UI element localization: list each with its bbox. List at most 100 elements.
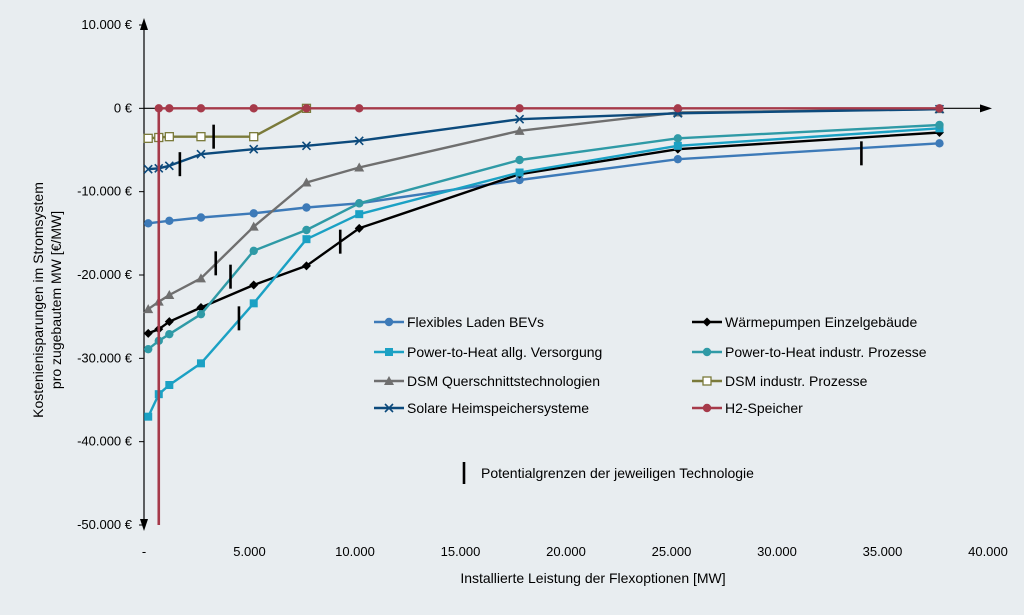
- x-tick-label: 15.000: [441, 544, 481, 559]
- legend-item: DSM industr. Prozesse: [692, 373, 868, 389]
- series-1: [143, 128, 944, 338]
- data-point: [515, 104, 524, 113]
- legend-marker: [702, 403, 712, 413]
- data-point: [196, 309, 206, 319]
- y-axis-title-line1: Kostenienisparungen im Stromsystem: [30, 182, 46, 418]
- legend-marker: [702, 376, 712, 386]
- legend-label: Power-to-Heat industr. Prozesse: [725, 344, 927, 360]
- data-point: [302, 225, 311, 235]
- data-point: [302, 203, 311, 212]
- x-tick-label: 25.000: [652, 544, 692, 559]
- legend-label: H2-Speicher: [725, 400, 803, 416]
- data-point: [144, 412, 153, 421]
- series-line: [148, 142, 940, 225]
- data-point: [143, 133, 153, 143]
- legend-item: Solare Heimspeichersysteme: [374, 400, 589, 416]
- data-point: [143, 164, 153, 174]
- data-point: [673, 154, 683, 164]
- legend-marker: [702, 347, 712, 357]
- legend-marker: [384, 317, 394, 327]
- x-tick-label: 35.000: [863, 544, 903, 559]
- legend-marker: [384, 403, 394, 413]
- x-tick-label: -: [142, 544, 146, 559]
- series-layer: [143, 103, 945, 525]
- legend-label: DSM Querschnittstechnologien: [407, 373, 600, 389]
- legend-label: Power-to-Heat allg. Versorgung: [407, 344, 602, 360]
- data-point: [355, 210, 364, 219]
- legend-potential-note: Potentialgrenzen der jeweiligen Technolo…: [462, 462, 754, 484]
- data-point: [249, 209, 258, 218]
- data-point: [164, 290, 175, 299]
- data-point: [165, 381, 174, 389]
- y-tick-label: 0 €: [114, 100, 133, 115]
- potential-limits-layer: [178, 124, 863, 331]
- legend-label: Wärmepumpen Einzelgebäude: [725, 314, 917, 330]
- data-point: [196, 104, 206, 113]
- data-point: [195, 273, 206, 283]
- legend-item: Flexibles Laden BEVs: [374, 314, 544, 330]
- data-point: [302, 235, 311, 244]
- legend-marker: [384, 376, 394, 385]
- legend-item: Wärmepumpen Einzelgebäude: [692, 314, 917, 330]
- data-point: [196, 213, 206, 222]
- series-3: [144, 120, 944, 354]
- series-line: [147, 127, 940, 418]
- y-axis-arrow-up: [140, 18, 148, 30]
- series-line: [147, 108, 940, 311]
- data-point: [248, 221, 259, 231]
- data-point: [354, 223, 364, 233]
- x-axis-arrow: [980, 104, 992, 113]
- data-point: [249, 104, 258, 113]
- data-point: [143, 304, 154, 314]
- y-axis-title-line2: pro zugebautem MW [€/MW]: [48, 211, 64, 389]
- axes-layer: 10.000 €0 €-10.000 €-20.000 €-30.000 €-4…: [77, 17, 1008, 559]
- series-7: [154, 104, 944, 113]
- data-point: [144, 344, 153, 354]
- y-tick-label: -50.000 €: [77, 517, 133, 532]
- data-point: [514, 125, 525, 135]
- data-point: [935, 120, 944, 130]
- data-point: [196, 149, 206, 159]
- data-point: [673, 134, 683, 143]
- x-tick-label: 40.000: [968, 544, 1008, 559]
- data-point: [196, 359, 205, 368]
- data-point: [515, 168, 524, 177]
- legend-item: H2-Speicher: [692, 400, 803, 416]
- y-tick-label: -10.000 €: [77, 184, 133, 199]
- data-point: [355, 199, 364, 208]
- data-point: [673, 141, 682, 150]
- data-point: [164, 161, 174, 171]
- x-tick-label: 30.000: [757, 544, 797, 559]
- legend-potential-text: Potentialgrenzen der jeweiligen Technolo…: [481, 465, 754, 481]
- data-point: [249, 299, 258, 308]
- data-point: [673, 104, 683, 113]
- legend-label: DSM industr. Prozesse: [725, 373, 868, 389]
- data-point: [196, 132, 206, 142]
- data-point: [515, 175, 524, 185]
- legend-item: Power-to-Heat industr. Prozesse: [692, 344, 927, 360]
- x-axis-title: Installierte Leistung der Flexoptionen […: [460, 570, 725, 586]
- legend-marker: [385, 348, 393, 356]
- legend: Flexibles Laden BEVs Wärmepumpen Einzelge…: [374, 314, 927, 484]
- y-tick-label: -40.000 €: [77, 434, 133, 449]
- data-point: [165, 104, 174, 113]
- data-point: [355, 104, 364, 113]
- data-point: [164, 317, 174, 327]
- data-point: [165, 329, 174, 339]
- legend-label: Flexibles Laden BEVs: [407, 314, 544, 330]
- legend-item: DSM Querschnittstechnologien: [374, 373, 600, 389]
- data-point: [515, 114, 525, 124]
- y-tick-label: -30.000 €: [77, 350, 133, 365]
- y-tick-label: 10.000 €: [81, 17, 132, 32]
- x-tick-label: 20.000: [546, 544, 586, 559]
- data-point: [301, 261, 311, 271]
- x-tick-label: 10.000: [335, 544, 375, 559]
- x-tick-label: 5.000: [233, 544, 266, 559]
- data-point: [301, 141, 312, 151]
- series-line: [148, 108, 940, 171]
- y-tick-label: -20.000 €: [77, 267, 133, 282]
- data-point: [354, 136, 364, 146]
- data-point: [164, 132, 174, 142]
- data-point: [515, 155, 524, 165]
